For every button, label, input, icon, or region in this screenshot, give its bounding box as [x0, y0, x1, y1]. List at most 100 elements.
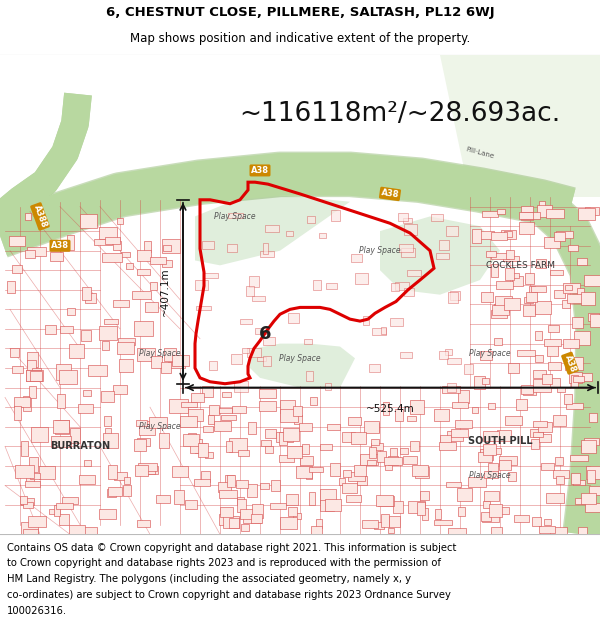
Bar	[363, 316, 369, 325]
Bar	[380, 327, 386, 334]
Text: Play Space: Play Space	[139, 349, 181, 358]
Bar	[505, 268, 514, 280]
Text: ~525.4m: ~525.4m	[366, 404, 415, 414]
Bar	[348, 472, 365, 481]
Bar	[482, 513, 499, 522]
Bar	[374, 522, 384, 529]
Bar	[280, 400, 295, 412]
Bar	[483, 501, 490, 508]
Bar	[372, 423, 379, 432]
Bar	[236, 499, 246, 512]
Text: BURRATON: BURRATON	[50, 441, 110, 451]
Bar	[362, 520, 378, 528]
Bar	[85, 293, 96, 303]
Bar	[279, 432, 287, 444]
Text: Play Space: Play Space	[469, 471, 511, 480]
Bar	[539, 434, 551, 441]
Bar	[383, 402, 389, 414]
Bar	[590, 314, 600, 327]
Bar	[56, 364, 71, 379]
Bar	[517, 350, 535, 356]
Bar	[99, 509, 116, 519]
Bar	[530, 429, 543, 437]
Text: Play Space: Play Space	[469, 349, 511, 358]
Bar	[382, 514, 389, 527]
Bar	[220, 408, 232, 413]
Bar	[198, 443, 208, 457]
Bar	[254, 328, 269, 334]
Bar	[529, 286, 535, 298]
Bar	[157, 495, 170, 503]
Bar	[482, 211, 499, 217]
Bar	[263, 242, 268, 254]
Bar	[102, 341, 109, 350]
Bar	[53, 505, 60, 516]
Bar	[105, 428, 111, 438]
Text: HM Land Registry. The polygons (including the associated geometry, namely x, y: HM Land Registry. The polygons (includin…	[7, 574, 411, 584]
Bar	[108, 466, 118, 479]
Bar	[191, 392, 204, 402]
Bar	[450, 291, 460, 300]
Text: A388: A388	[32, 204, 48, 229]
Bar	[331, 210, 340, 221]
Bar	[146, 464, 155, 474]
Text: ~116118m²/~28.693ac.: ~116118m²/~28.693ac.	[239, 101, 560, 127]
Text: 100026316.: 100026316.	[7, 606, 67, 616]
Bar	[203, 426, 213, 432]
Bar	[548, 325, 559, 332]
Polygon shape	[195, 194, 350, 266]
Bar	[468, 477, 486, 487]
Bar	[522, 211, 540, 219]
Bar	[29, 458, 38, 472]
Bar	[14, 406, 21, 420]
Bar	[464, 364, 473, 374]
Bar	[481, 351, 492, 361]
Bar	[492, 306, 509, 315]
Bar	[472, 229, 481, 242]
Bar	[304, 339, 313, 344]
Bar	[541, 462, 554, 470]
Bar	[331, 463, 340, 476]
Bar	[408, 501, 425, 513]
Text: to Crown copyright and database rights 2023 and is reproduced with the permissio: to Crown copyright and database rights 2…	[7, 558, 441, 568]
Bar	[364, 421, 379, 433]
Bar	[572, 317, 583, 328]
Bar	[367, 460, 376, 465]
Bar	[371, 443, 383, 450]
Bar	[536, 259, 546, 268]
Bar	[533, 432, 543, 437]
Bar	[23, 529, 38, 541]
Bar	[67, 235, 74, 250]
Bar	[586, 466, 600, 479]
Text: Map shows position and indicative extent of the property.: Map shows position and indicative extent…	[130, 32, 470, 45]
Bar	[26, 369, 43, 381]
Bar	[21, 522, 38, 535]
Bar	[118, 338, 136, 344]
Bar	[284, 518, 296, 528]
Bar	[80, 214, 97, 228]
Bar	[581, 445, 596, 451]
Bar	[137, 250, 151, 261]
Bar	[376, 495, 392, 506]
Bar	[172, 466, 188, 478]
Bar	[497, 431, 511, 441]
Bar	[26, 475, 34, 482]
Bar	[144, 241, 151, 252]
Bar	[181, 402, 197, 407]
Bar	[484, 471, 498, 478]
Bar	[69, 525, 85, 540]
Bar	[51, 436, 71, 447]
Bar	[296, 466, 311, 478]
Bar	[263, 337, 275, 345]
Bar	[240, 509, 256, 519]
Bar	[226, 475, 234, 485]
Bar	[196, 306, 211, 310]
Bar	[136, 420, 148, 426]
Bar	[249, 276, 259, 287]
Bar	[30, 473, 40, 479]
Bar	[585, 208, 599, 215]
Bar	[395, 409, 403, 421]
Bar	[229, 438, 247, 452]
Bar	[21, 441, 28, 456]
Bar	[481, 512, 491, 521]
